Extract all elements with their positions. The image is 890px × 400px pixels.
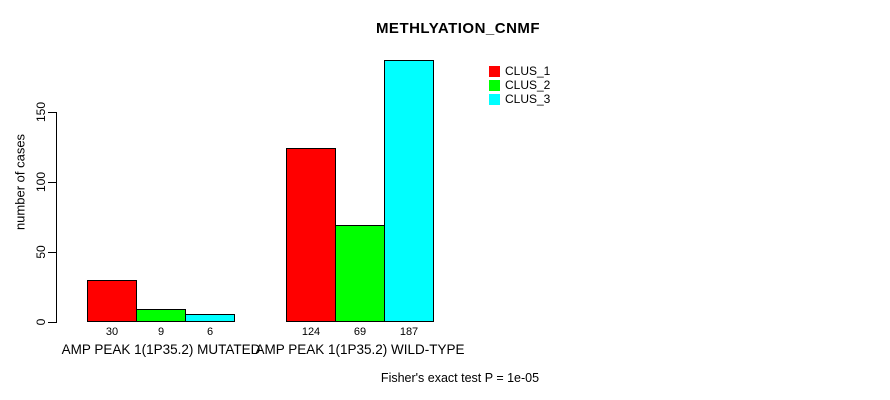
legend-item: CLUS_3 <box>489 92 550 106</box>
y-axis-label: number of cases <box>12 133 28 231</box>
chart-title: METHLYATION_CNMF <box>375 20 541 37</box>
y-axis-tick-label: 150 <box>34 101 48 123</box>
legend-item: CLUS_2 <box>489 78 550 92</box>
y-axis-tick <box>48 252 56 253</box>
bar-value-label: 6 <box>206 326 214 338</box>
legend-swatch-icon <box>489 93 500 105</box>
bar-value-label: 9 <box>157 326 165 338</box>
bar-value-label: 124 <box>301 326 321 338</box>
y-axis-tick <box>48 182 56 183</box>
y-axis-tick-label: 50 <box>34 245 48 259</box>
y-axis-tick-label: 0 <box>34 318 48 326</box>
legend-label: CLUS_1 <box>505 64 551 78</box>
bar <box>335 225 385 322</box>
legend-item: CLUS_1 <box>489 64 550 78</box>
bar-value-label: 187 <box>399 326 419 338</box>
y-axis-line <box>56 112 58 323</box>
category-label: AMP PEAK 1(1P35.2) MUTATED <box>61 342 261 357</box>
legend-label: CLUS_2 <box>505 78 551 92</box>
footnote-pvalue: Fisher's exact test P = 1e-05 <box>380 371 540 385</box>
bar <box>87 280 137 322</box>
bar <box>384 60 434 322</box>
bar-value-label: 30 <box>105 326 119 338</box>
category-label: AMP PEAK 1(1P35.2) WILD-TYPE <box>255 342 465 357</box>
legend-label: CLUS_3 <box>505 92 551 106</box>
y-axis-tick-label: 100 <box>34 171 48 193</box>
y-axis-tick <box>48 112 56 113</box>
bar-value-label: 69 <box>353 326 367 338</box>
bar <box>185 314 235 322</box>
bar <box>136 309 186 322</box>
y-axis-tick <box>48 322 56 323</box>
legend-swatch-icon <box>489 65 500 77</box>
legend-swatch-icon <box>489 79 500 91</box>
bar <box>286 148 336 322</box>
